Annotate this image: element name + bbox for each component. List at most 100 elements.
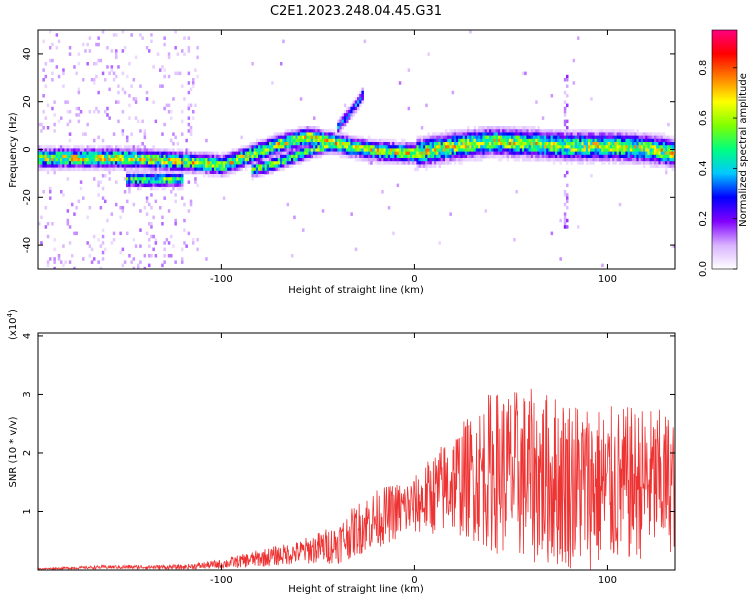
heat-cell — [130, 158, 133, 162]
heat-cell — [293, 135, 296, 140]
heat-cell — [264, 145, 268, 149]
heat-cell — [40, 148, 43, 152]
heat-cell — [357, 138, 360, 143]
heat-cell — [71, 164, 74, 168]
heat-cell — [524, 135, 527, 140]
heat-cell — [196, 158, 199, 162]
heat-cell — [376, 151, 380, 156]
heat-cell — [163, 241, 166, 245]
heat-cell — [110, 161, 114, 165]
heat-cell — [603, 132, 606, 136]
heat-cell — [621, 151, 624, 156]
heat-cell — [200, 151, 204, 156]
heat-cell — [537, 138, 540, 143]
heat-cell — [46, 167, 50, 172]
heat-cell — [260, 174, 263, 178]
heat-cell — [508, 135, 512, 140]
heat-cell — [651, 151, 655, 156]
heat-cell — [205, 164, 208, 168]
heat-cell — [75, 167, 78, 172]
heat-cell — [475, 145, 479, 149]
heat-cell — [438, 164, 441, 168]
heat-cell — [130, 161, 133, 165]
heat-cell — [90, 260, 94, 264]
heat-cell — [451, 90, 455, 95]
heat-cell — [229, 167, 232, 172]
heat-cell — [216, 164, 219, 168]
heat-cell — [354, 110, 358, 114]
heat-cell — [374, 145, 378, 149]
heat-cell — [187, 231, 191, 236]
heat-cell — [359, 103, 362, 108]
heat-cell — [662, 142, 666, 146]
heat-cell — [176, 148, 180, 152]
heat-cell — [475, 154, 479, 159]
heat-cell — [264, 170, 268, 175]
heat-cell — [495, 148, 499, 152]
heat-cell — [660, 142, 664, 146]
heat-cell — [57, 151, 61, 156]
heat-cell — [106, 113, 109, 117]
heat-cell — [123, 167, 127, 172]
heat-cell — [513, 158, 516, 162]
heat-cell — [387, 154, 391, 159]
heat-cell — [134, 177, 138, 181]
heat-cell — [62, 68, 65, 72]
heat-cell — [541, 151, 545, 156]
heat-cell — [189, 199, 193, 204]
heat-cell — [170, 116, 173, 120]
heat-cell — [75, 145, 78, 149]
heat-cell — [537, 142, 540, 146]
heat-cell — [207, 167, 210, 172]
heat-cell — [134, 97, 138, 101]
heat-cell — [418, 145, 422, 149]
heat-cell — [621, 158, 624, 162]
heat-cell — [128, 145, 131, 149]
heat-cell — [522, 148, 525, 152]
heat-cell — [405, 145, 408, 149]
heat-cell — [671, 148, 675, 152]
heat-cell — [181, 49, 184, 53]
heat-cell — [275, 158, 279, 162]
heat-cell — [548, 154, 551, 159]
heat-cell — [286, 132, 290, 136]
heat-cell — [134, 148, 138, 152]
heat-cell — [291, 142, 294, 146]
heat-cell — [110, 167, 114, 172]
heat-cell — [222, 174, 226, 178]
heat-cell — [640, 132, 644, 136]
heat-cell — [429, 151, 433, 156]
heat-cell — [335, 138, 338, 143]
heat-cell — [486, 151, 490, 156]
heat-cell — [42, 190, 45, 194]
heat-cell — [385, 145, 389, 149]
heat-cell — [101, 151, 105, 156]
heat-cell — [62, 151, 65, 156]
heat-cell — [460, 138, 463, 143]
heat-cell — [220, 158, 224, 162]
colorbar-tick-label: 0.8 — [698, 60, 709, 76]
heat-cell — [46, 148, 50, 152]
heat-cell — [618, 158, 622, 162]
heat-cell — [585, 154, 589, 159]
heat-cell — [128, 103, 131, 108]
heat-cell — [590, 151, 593, 156]
heat-cell — [277, 161, 281, 165]
heat-cell — [104, 151, 107, 156]
heat-cell — [192, 158, 195, 162]
heat-cell — [394, 145, 397, 149]
heat-cell — [218, 161, 221, 165]
heat-cell — [572, 154, 576, 159]
heat-cell — [282, 151, 285, 156]
heat-cell — [478, 151, 481, 156]
heat-cell — [343, 113, 347, 117]
heat-cell — [77, 199, 81, 204]
heat-cell — [372, 145, 375, 149]
heat-cell — [667, 138, 670, 143]
heat-cell — [482, 129, 485, 133]
heat-cell — [218, 174, 221, 178]
heat-cell — [313, 126, 316, 130]
heat-cell — [330, 135, 334, 140]
heat-cell — [603, 158, 606, 162]
heat-cell — [495, 145, 499, 149]
